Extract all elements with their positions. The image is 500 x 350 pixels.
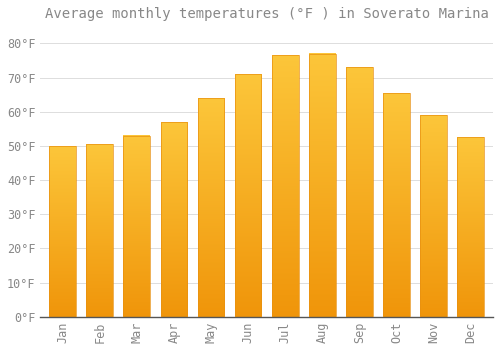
Bar: [160, 122, 188, 317]
Bar: [49, 146, 76, 317]
Bar: [235, 74, 262, 317]
Bar: [458, 137, 484, 317]
Bar: [346, 67, 373, 317]
Bar: [124, 136, 150, 317]
Title: Average monthly temperatures (°F ) in Soverato Marina: Average monthly temperatures (°F ) in So…: [44, 7, 488, 21]
Bar: [383, 93, 410, 317]
Bar: [86, 144, 113, 317]
Bar: [272, 55, 298, 317]
Bar: [309, 54, 336, 317]
Bar: [198, 98, 224, 317]
Bar: [420, 115, 447, 317]
